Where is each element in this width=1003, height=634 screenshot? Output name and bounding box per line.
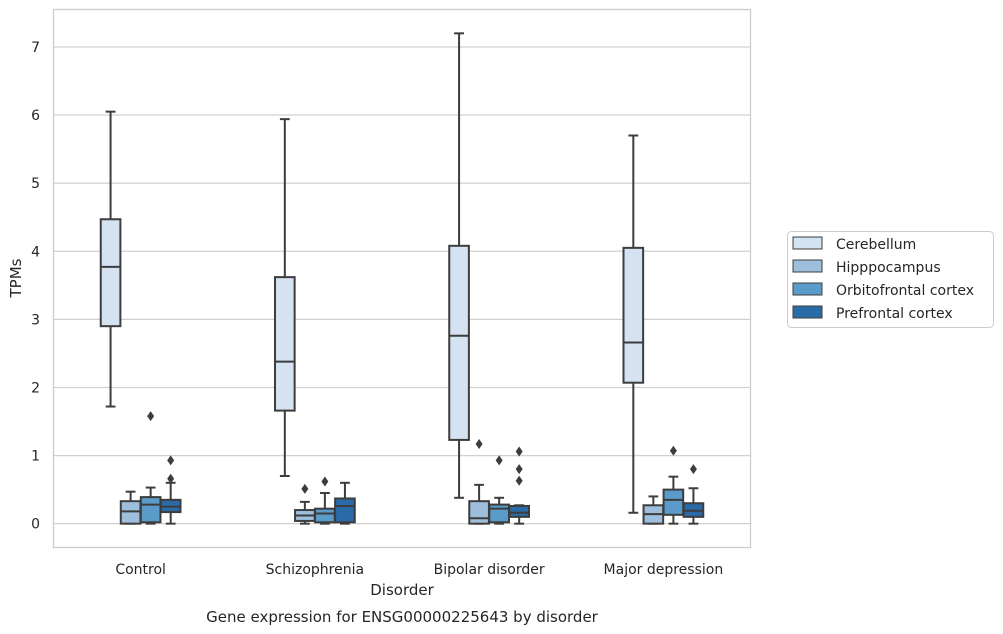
y-tick-label: 0 xyxy=(31,517,40,533)
box-hipppocampus-major-depression xyxy=(642,495,665,525)
plot-frame xyxy=(52,8,752,549)
box-cerebellum-bipolar-disorder xyxy=(448,32,470,499)
y-axis-ticks: 0 1 2 3 4 5 6 7 xyxy=(31,40,40,533)
box-body xyxy=(508,504,531,518)
box-groups xyxy=(99,32,705,525)
legend-frame xyxy=(787,231,994,328)
box-body xyxy=(119,500,142,525)
legend-swatch xyxy=(792,305,823,319)
box-body xyxy=(273,276,296,412)
x-tick-label: Schizophrenia xyxy=(266,562,364,578)
box-body xyxy=(488,503,510,524)
box-body xyxy=(99,218,122,328)
outlier-point xyxy=(147,411,155,422)
y-axis-label: TPMs xyxy=(7,258,25,298)
x-axis-label: Disorder xyxy=(370,581,434,599)
box-body xyxy=(662,488,685,516)
box-orbitofrontal-cortex-bipolar-disorder xyxy=(488,455,510,525)
outlier-point xyxy=(495,455,503,466)
y-tick-label: 6 xyxy=(31,108,40,124)
box-body xyxy=(334,497,356,524)
outlier-point xyxy=(321,476,329,487)
x-tick-label: Control xyxy=(115,562,166,578)
box-orbitofrontal-cortex-control xyxy=(139,411,162,525)
box-prefrontal-cortex-schizophrenia xyxy=(334,481,356,525)
outlier-point xyxy=(515,475,523,486)
box-hipppocampus-bipolar-disorder xyxy=(468,438,490,525)
outlier-point xyxy=(689,464,697,475)
legend: Cerebellum Hipppocampus Orbitofrontal cort… xyxy=(787,231,994,328)
box-prefrontal-cortex-bipolar-disorder xyxy=(508,446,531,525)
legend-label: Orbitofrontal cortex xyxy=(836,283,974,299)
box-body xyxy=(468,500,490,525)
x-axis-ticks: Control Schizophrenia Bipolar disorder Majo… xyxy=(115,562,723,578)
outlier-point xyxy=(167,473,175,484)
box-prefrontal-cortex-control xyxy=(159,455,182,525)
x-tick-label: Bipolar disorder xyxy=(434,562,545,578)
box-body xyxy=(448,244,470,441)
y-tick-label: 2 xyxy=(31,380,40,396)
grid-lines xyxy=(53,46,751,525)
outlier-point xyxy=(515,446,523,457)
box-cerebellum-control xyxy=(99,110,122,408)
box-orbitofrontal-cortex-schizophrenia xyxy=(314,476,336,525)
outlier-point xyxy=(167,455,175,466)
box-cerebellum-schizophrenia xyxy=(273,118,296,477)
box-hipppocampus-schizophrenia xyxy=(294,483,316,525)
box-orbitofrontal-cortex-major-depression xyxy=(662,445,685,525)
x-tick-label: Major depression xyxy=(604,562,724,578)
box-prefrontal-cortex-major-depression xyxy=(682,464,705,525)
legend-label: Hipppocampus xyxy=(836,260,941,276)
y-tick-label: 1 xyxy=(31,449,40,465)
y-tick-label: 7 xyxy=(31,40,40,56)
y-tick-label: 5 xyxy=(31,176,40,192)
y-tick-label: 3 xyxy=(31,312,40,328)
legend-swatch xyxy=(792,259,823,273)
box-body xyxy=(622,246,645,384)
outlier-point xyxy=(475,438,483,449)
legend-swatch xyxy=(792,282,823,296)
chart-caption: Gene expression for ENSG00000225643 by d… xyxy=(206,608,599,626)
legend-label: Prefrontal cortex xyxy=(836,306,953,322)
box-cerebellum-major-depression xyxy=(622,134,645,514)
legend-label: Cerebellum xyxy=(836,237,916,253)
box-body xyxy=(139,496,162,524)
outlier-point xyxy=(669,445,677,456)
y-tick-label: 4 xyxy=(31,244,40,260)
outlier-point xyxy=(301,483,309,494)
box-body xyxy=(314,507,336,524)
box-hipppocampus-control xyxy=(119,490,142,525)
legend-swatch xyxy=(792,236,823,250)
outlier-point xyxy=(515,464,523,475)
